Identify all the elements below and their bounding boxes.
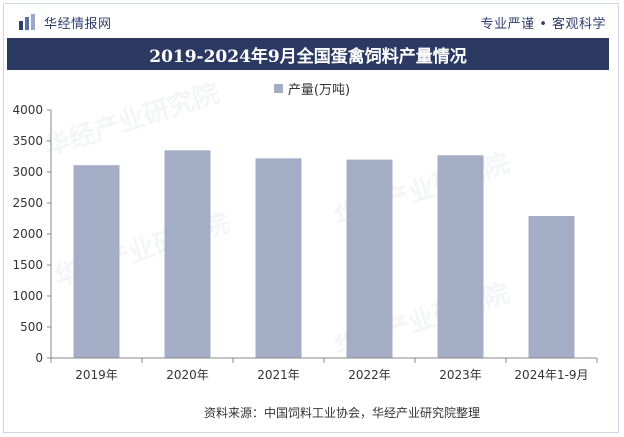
title-bar: 2019-2024年9月全国蛋禽饲料产量情况 [7,38,609,70]
brand-name: 华经情报网 [44,16,112,32]
bar [528,216,575,358]
bar [437,155,484,358]
source-note: 资料来源：中国饲料工业协会，华经产业研究院整理 [203,406,480,420]
bar [164,150,211,358]
brand: 华经情报网 [18,13,112,32]
x-tick-label: 2024年1-9月 [514,368,588,382]
x-tick-label: 2023年 [439,368,482,382]
legend: 产量(万吨) [0,79,624,98]
x-tick-label: 2021年 [257,368,300,382]
y-tick-label: 3000 [12,165,43,179]
y-tick-label: 1500 [12,258,43,272]
y-tick-label: 2000 [12,227,43,241]
x-tick-label: 2022年 [348,368,391,382]
bar [255,158,302,358]
legend-swatch [273,84,283,93]
y-axis: 0 500 1000 1500 2000 2500 3000 3500 4000 [12,103,52,365]
tagline: 专业严谨 • 客观科学 [480,16,606,32]
y-tick-label: 4000 [12,103,43,117]
bar [346,159,393,358]
y-tick-label: 2500 [12,196,43,210]
legend-label: 产量(万吨) [287,83,351,98]
bar [73,165,120,358]
bars [73,150,575,358]
header: 华经情报网 专业严谨 • 客观科学 [4,4,618,40]
x-tick-label: 2020年 [166,368,209,382]
y-tick-label: 3500 [12,134,43,148]
y-tick-label: 500 [20,320,43,334]
y-tick-label: 1000 [12,289,43,303]
chart-title: 2019-2024年9月全国蛋禽饲料产量情况 [149,46,467,67]
x-tick-label: 2019年 [75,368,118,382]
logo-icon [19,14,35,30]
y-tick-label: 0 [35,351,43,365]
x-axis: 2019年 2020年 2021年 2022年 2023年 2024年1-9月 [50,357,598,382]
